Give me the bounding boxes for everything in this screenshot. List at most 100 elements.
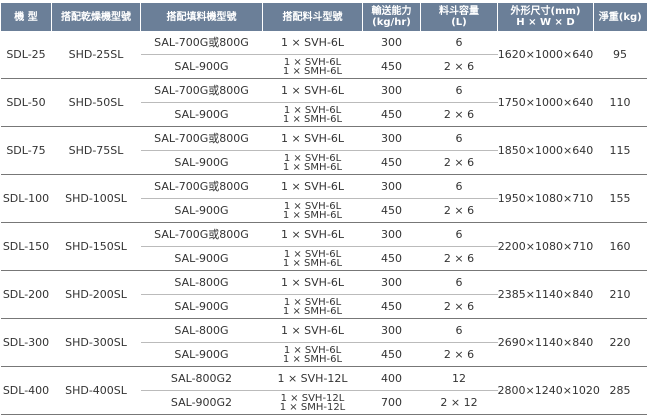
dryer-cell: SHD-50SL — [51, 78, 141, 127]
cell-text: 300 — [381, 36, 402, 49]
column-header: 輸送能力 (kg/hr) — [362, 3, 421, 31]
cell-text: SAL-700G或800G — [154, 180, 249, 193]
table-row: SDL-50 SHD-50SL SAL-700G或800G 1 × SVH-6L 300… — [0, 78, 647, 127]
cell-text: SDL-400 — [2, 384, 50, 397]
cell-text: 12 — [452, 372, 466, 385]
hopper-cell: 1 × SVH-6L — [262, 78, 363, 103]
weight-cell: 110 — [593, 78, 647, 127]
cell-text: (L) — [451, 17, 467, 28]
cell-text: 220 — [609, 336, 631, 349]
volume-cell: 6 — [420, 222, 498, 247]
cell-text: SDL-50 — [6, 96, 46, 109]
cell-text: 1 × SVH-6L — [283, 200, 342, 212]
dimensions-cell: 2385×1140×840 — [497, 270, 594, 319]
cell-text: 1 × SVH-12L — [277, 372, 348, 385]
cell-text: 1 × SVH-6L — [283, 56, 342, 68]
hopper-cell: 1 × SVH-6L — [262, 174, 363, 199]
table-row: SDL-100 SHD-100SL SAL-700G或800G 1 × SVH-6L 3… — [0, 174, 647, 223]
loader-cell: SAL-700G或800G — [140, 31, 263, 55]
weight-cell: 285 — [593, 366, 647, 415]
cell-text: 300 — [381, 180, 402, 193]
cell-text: 95 — [613, 48, 627, 61]
model-cell: SDL-150 — [0, 222, 52, 271]
cell-text: 1 × SVH-6L — [283, 344, 342, 356]
table-row: SAL-900G 1 × SVH-6L 1 × SMH-6L 450 2 × 6 — [1, 198, 647, 223]
cell-text: SAL-900G — [174, 108, 229, 121]
cell-text: 1850×1000×640 — [497, 144, 594, 157]
column-header: 搭配料斗型號 — [262, 3, 363, 31]
cell-text: 輸送能力 — [371, 6, 412, 17]
cell-text: 400 — [381, 372, 402, 385]
loader-cell: SAL-900G — [140, 342, 263, 367]
cell-text: SHD-150SL — [65, 240, 127, 253]
cell-text: SDL-150 — [2, 240, 50, 253]
capacity-cell: 300 — [362, 270, 421, 295]
volume-cell: 6 — [420, 174, 498, 199]
cell-text: 1 × SMH-6L — [282, 113, 343, 125]
cell-text: 搭配料斗型號 — [282, 11, 343, 23]
cell-text: SAL-800G — [174, 276, 229, 289]
hopper-cell: 1 × SVH-6L — [262, 270, 363, 295]
capacity-cell: 450 — [362, 102, 421, 127]
cell-text: 1 × SVH-6L — [280, 180, 345, 193]
loader-cell: SAL-900G2 — [140, 390, 263, 415]
dimensions-cell: 2800×1240×1020 — [497, 366, 600, 415]
cell-text: 2 × 6 — [443, 348, 475, 361]
cell-text: 1 × SVH-6L — [283, 296, 342, 308]
cell-text: 450 — [381, 300, 402, 313]
cell-text: 外形尺寸(mm) — [510, 6, 581, 17]
dryer-cell: SHD-25SL — [51, 31, 141, 79]
dimensions-cell: 2690×1140×840 — [497, 318, 594, 367]
loader-cell: SAL-900G — [140, 294, 263, 319]
cell-text: 1 × SVH-6L — [283, 104, 342, 116]
cell-text: 1 × SMH-6L — [282, 305, 343, 317]
capacity-cell: 450 — [362, 150, 421, 175]
volume-cell: 6 — [420, 126, 498, 151]
cell-text: 450 — [381, 108, 402, 121]
cell-text: 1 × SMH-6L — [282, 353, 343, 365]
dryer-cell: SHD-300SL — [51, 318, 141, 367]
cell-text: 機 型 — [14, 11, 38, 23]
loader-cell: SAL-900G — [140, 198, 263, 223]
cell-text: SDL-75 — [6, 144, 46, 157]
cell-text: H × W × D — [516, 17, 575, 28]
column-header: 料斗容量 (L) — [420, 3, 498, 31]
volume-cell: 6 — [420, 318, 498, 343]
cell-text: SHD-100SL — [65, 192, 127, 205]
model-cell: SDL-400 — [0, 366, 52, 415]
dimensions-cell: 1850×1000×640 — [497, 126, 594, 175]
loader-cell: SAL-800G — [140, 318, 263, 343]
cell-text: 6 — [455, 324, 463, 337]
weight-cell: 220 — [593, 318, 647, 367]
cell-text: (kg/hr) — [372, 17, 411, 28]
cell-text: 1 × SVH-6L — [280, 84, 345, 97]
cell-text: 1 × SMH-6L — [282, 257, 343, 269]
hopper-cell: 1 × SVH-6L 1 × SMH-6L — [262, 246, 363, 271]
cell-text: 285 — [609, 384, 631, 397]
cell-text: 1 × SVH-6L — [280, 276, 345, 289]
cell-text: SAL-800G2 — [170, 372, 233, 385]
cell-text: 300 — [381, 276, 402, 289]
spec-table: 機 型搭配乾燥機型號 搭配填料機型號 搭配料斗型號 輸送能力 (kg/hr) 料斗容量 (L… — [0, 3, 647, 415]
weight-cell: 155 — [593, 174, 647, 223]
dimensions-cell: 2200×1080×710 — [497, 222, 594, 271]
hopper-cell: 1 × SVH-6L 1 × SMH-6L — [262, 150, 363, 175]
dryer-cell: SHD-100SL — [51, 174, 141, 223]
cell-text: 6 — [455, 228, 463, 241]
cell-text: 2 × 6 — [443, 108, 475, 121]
hopper-cell: 1 × SVH-6L — [262, 126, 363, 151]
cell-text: 300 — [381, 228, 402, 241]
cell-text: 2 × 6 — [443, 156, 475, 169]
loader-cell: SAL-900G — [140, 150, 263, 175]
hopper-cell: 1 × SVH-6L — [262, 318, 363, 343]
loader-cell: SAL-800G2 — [140, 366, 263, 391]
capacity-cell: 450 — [362, 342, 421, 367]
hopper-cell: 1 × SVH-12L — [262, 366, 363, 391]
cell-text: 6 — [455, 180, 463, 193]
cell-text: 搭配填料機型號 — [166, 11, 237, 23]
cell-text: 1 × SMH-6L — [282, 161, 343, 173]
model-cell: SDL-100 — [0, 174, 52, 223]
cell-text: 料斗容量 — [439, 6, 479, 17]
loader-cell: SAL-900G — [140, 246, 263, 271]
hopper-cell: 1 × SVH-6L 1 × SMH-6L — [262, 342, 363, 367]
